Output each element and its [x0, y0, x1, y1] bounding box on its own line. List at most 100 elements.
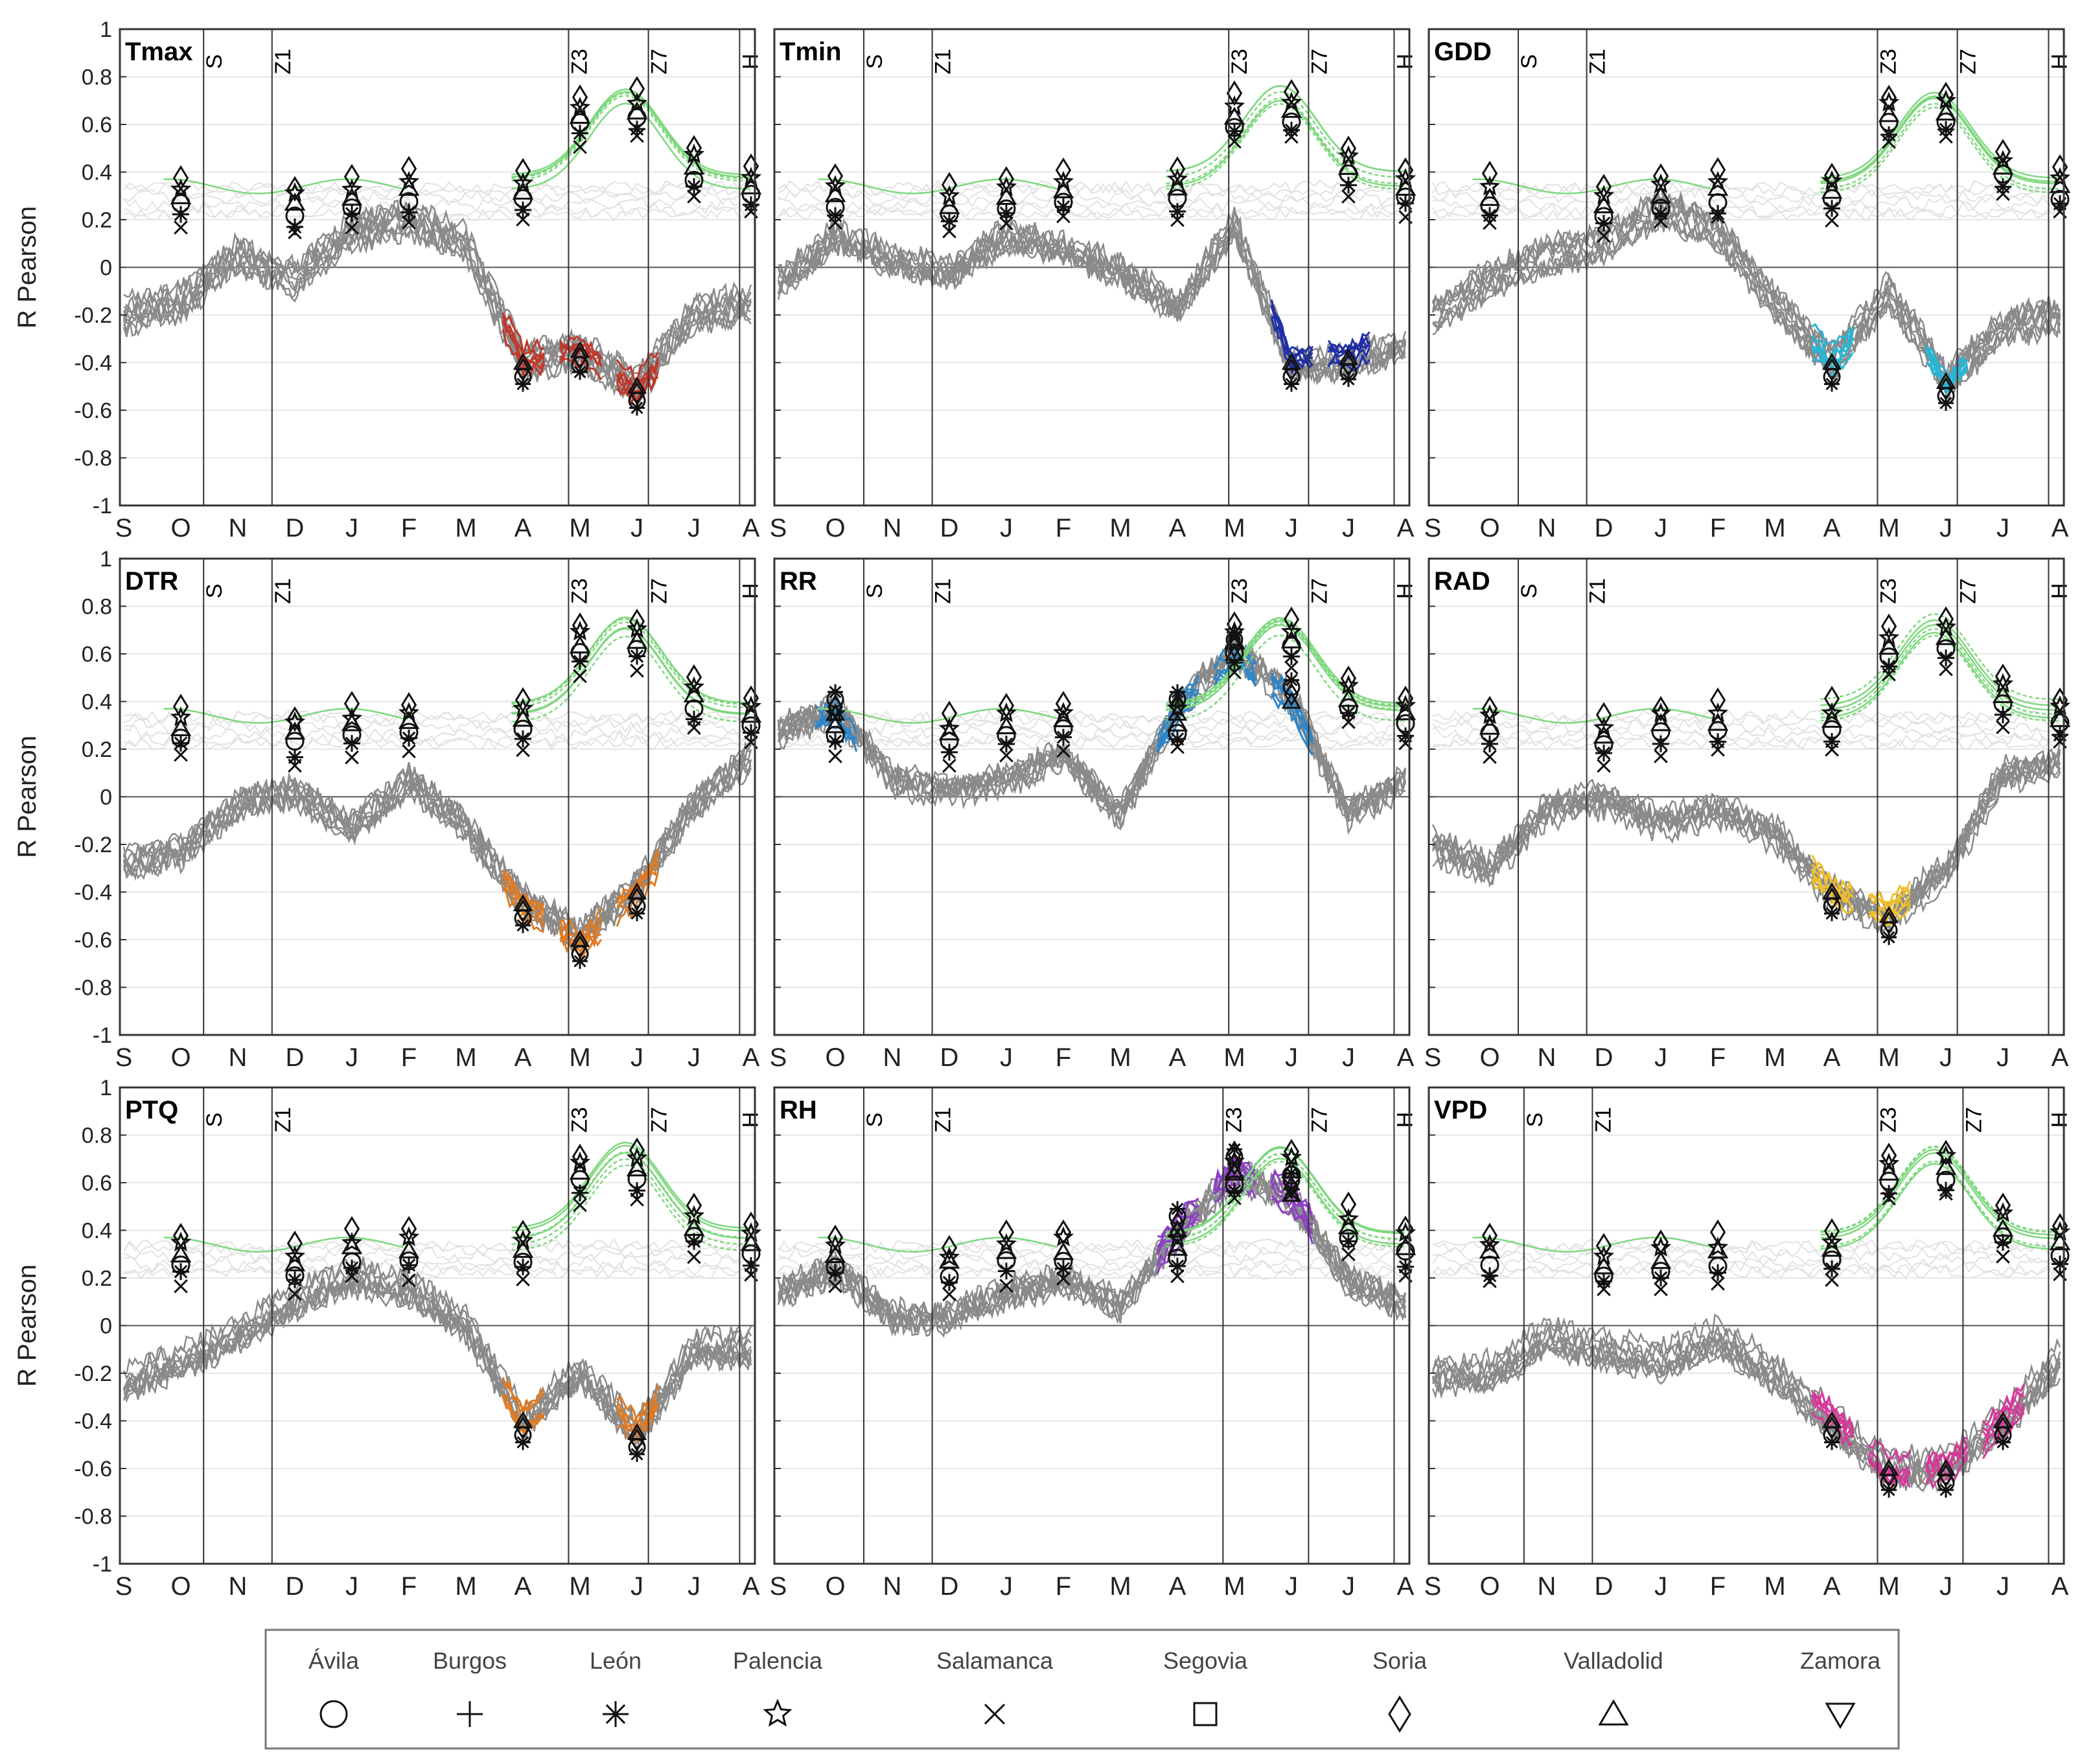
panel-title: RAD — [1434, 567, 1490, 596]
data-point-marker — [1823, 1260, 1840, 1277]
data-point-marker — [1280, 91, 1302, 111]
province-series-line — [777, 223, 1407, 384]
significant-series-line — [616, 848, 660, 905]
month-tick-label: A — [2052, 514, 2069, 542]
faded-series-line — [1432, 710, 2061, 750]
province-series-line — [778, 644, 1407, 831]
data-point-marker — [1340, 704, 1357, 722]
stage-label: S — [862, 54, 887, 69]
data-point-marker — [1823, 733, 1840, 750]
y-tick-label: -0.8 — [74, 976, 112, 1001]
significant-series-line — [1925, 1457, 1968, 1490]
data-point-marker — [402, 215, 416, 229]
stage-label: Z7 — [1956, 49, 1981, 75]
data-point-marker — [1825, 742, 1839, 757]
stage-label: H — [1393, 583, 1417, 599]
data-point-marker — [1937, 649, 1954, 667]
positive-series-line — [511, 1144, 750, 1232]
data-point-marker — [569, 97, 591, 117]
province-series-line — [1431, 759, 2061, 926]
data-point-marker — [2052, 195, 2068, 213]
positive-series-line — [1820, 613, 2059, 701]
panel-title: Tmin — [780, 38, 842, 66]
province-series-line — [123, 199, 752, 377]
month-tick-label: D — [286, 514, 305, 542]
data-point-marker — [1597, 758, 1611, 773]
data-point-marker — [1166, 168, 1188, 189]
positive-series-line — [1166, 634, 1405, 722]
data-point-marker — [1878, 1152, 1900, 1173]
stage-label: Z1 — [1586, 49, 1610, 75]
month-tick-label: J — [1342, 1572, 1355, 1601]
data-point-marker — [1284, 1165, 1299, 1181]
faded-series-line — [123, 709, 752, 750]
faded-series-line — [123, 711, 752, 751]
province-series-line — [123, 1257, 752, 1424]
month-tick-label: S — [115, 1043, 133, 1072]
data-point-marker — [1939, 1187, 1953, 1201]
stage-label: H — [2047, 54, 2072, 70]
data-point-marker — [1052, 180, 1074, 199]
data-point-marker — [995, 1240, 1017, 1259]
data-point-marker — [938, 722, 960, 741]
data-point-marker — [1992, 150, 2014, 170]
stage-label: H — [738, 54, 763, 70]
data-point-marker — [824, 1245, 846, 1263]
data-point-marker — [828, 749, 842, 763]
positive-series-line — [511, 92, 750, 180]
legend-label: Burgos — [433, 1647, 507, 1674]
faded-series-line — [123, 1238, 752, 1277]
month-tick-label: N — [883, 1572, 902, 1601]
faded-series-line — [778, 180, 1406, 220]
data-point-marker — [573, 669, 587, 684]
month-tick-label: S — [115, 514, 133, 542]
positive-series-line — [1166, 102, 1405, 191]
panel-rh: S Z1 Z3 Z7 H RH S O N D J F M A M J J A — [770, 1086, 1417, 1601]
stage-label: Z3 — [1876, 578, 1901, 604]
significant-series-line — [1982, 1402, 2025, 1445]
positive-series-line — [1166, 1157, 1405, 1245]
month-tick-label: J — [688, 1572, 700, 1601]
month-tick-label: N — [1538, 1043, 1556, 1072]
data-point-marker — [1935, 627, 1957, 645]
data-point-marker — [288, 225, 302, 240]
month-tick-label: J — [345, 1043, 358, 1072]
data-point-marker — [1281, 691, 1302, 709]
positive-series-line — [1820, 106, 2059, 194]
positive-series-line — [511, 635, 750, 723]
positive-series-line — [1820, 1160, 2059, 1248]
faded-series-line — [123, 1238, 752, 1280]
stage-label: H — [738, 1112, 763, 1128]
data-point-marker — [1340, 176, 1357, 194]
significant-series-line — [1270, 305, 1313, 354]
significant-series-line — [616, 1396, 658, 1423]
data-point-marker — [174, 220, 188, 235]
positive-series-line — [511, 102, 750, 190]
stage-label: S — [202, 584, 227, 599]
data-point-marker — [1882, 1191, 1896, 1206]
legend-symbol — [1193, 1702, 1218, 1726]
month-tick-label: A — [1823, 514, 1841, 542]
month-tick-label: J — [1285, 1572, 1298, 1601]
y-tick-label: 1 — [100, 1076, 112, 1100]
legend-frame — [264, 1629, 1900, 1750]
data-point-marker — [341, 707, 363, 728]
positive-series-line — [1166, 85, 1405, 172]
month-tick-label: D — [1595, 1043, 1614, 1072]
data-point-marker — [941, 172, 958, 198]
data-point-marker — [1650, 713, 1672, 732]
province-series-line — [1431, 183, 2061, 383]
significant-series-line — [1213, 649, 1257, 682]
data-point-marker — [1479, 1233, 1501, 1254]
stage-label: S — [862, 1113, 887, 1128]
data-point-marker — [1227, 624, 1242, 640]
data-point-marker — [1709, 733, 1726, 750]
legend-symbol — [1598, 1699, 1629, 1726]
data-point-marker — [683, 684, 705, 702]
data-point-marker — [683, 156, 705, 175]
month-tick-label: M — [1223, 1043, 1245, 1072]
month-tick-label: A — [743, 1043, 760, 1072]
data-point-marker — [825, 703, 846, 721]
stage-label: H — [1393, 54, 1417, 70]
data-point-marker — [1939, 662, 1953, 677]
